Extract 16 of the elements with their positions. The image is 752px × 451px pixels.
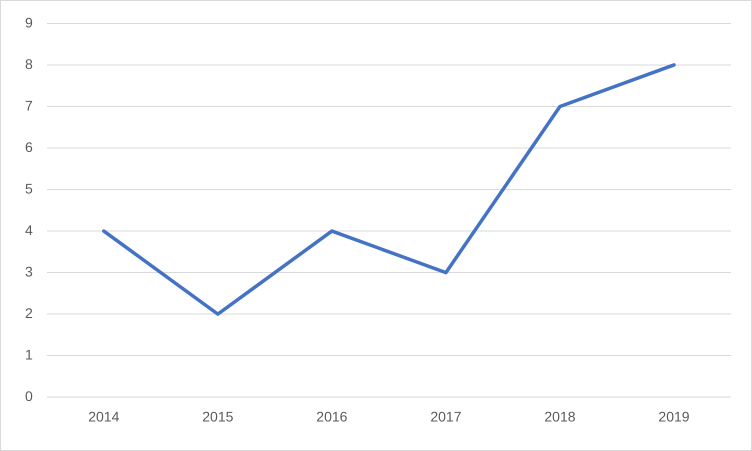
y-tick-label: 6 — [24, 138, 33, 155]
x-tick-label: 2017 — [430, 408, 462, 424]
x-tick-label: 2018 — [544, 408, 576, 424]
y-tick-label: 1 — [24, 346, 33, 363]
y-tick-label: 9 — [24, 14, 33, 30]
x-tick-label: 2016 — [316, 408, 348, 424]
y-tick-label: 5 — [24, 180, 33, 196]
x-tick-label: 2015 — [202, 408, 234, 424]
y-tick-label: 7 — [24, 97, 33, 114]
y-tick-label: 3 — [24, 263, 33, 280]
y-tick-label: 8 — [24, 56, 33, 72]
y-tick-label: 2 — [24, 304, 33, 321]
y-tick-label: 4 — [24, 222, 33, 238]
y-tick-label: 0 — [24, 388, 33, 404]
x-tick-label: 2014 — [88, 408, 120, 424]
x-tick-label: 2019 — [658, 408, 690, 424]
